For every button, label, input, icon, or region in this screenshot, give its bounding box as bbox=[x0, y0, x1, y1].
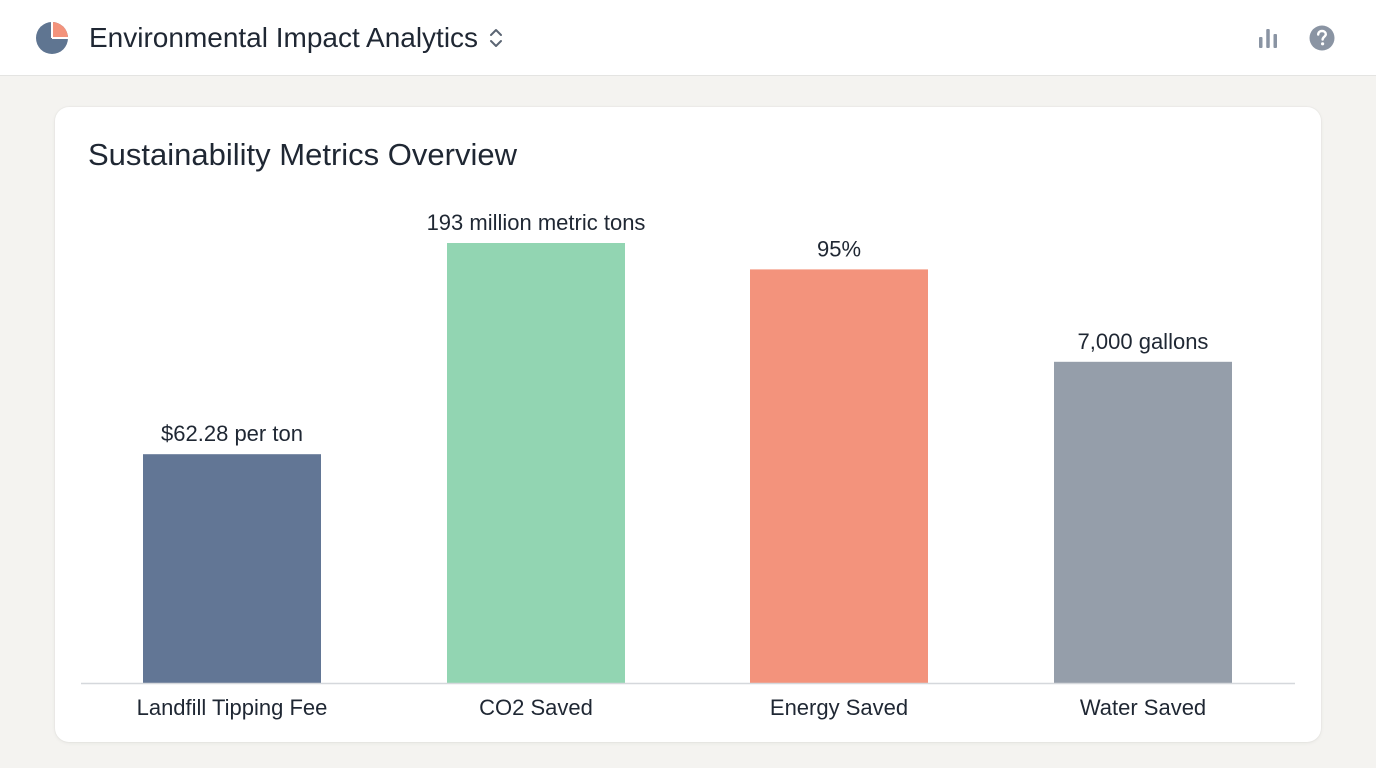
chevron-up-down-icon[interactable] bbox=[484, 24, 508, 52]
category-label: CO2 Saved bbox=[479, 695, 593, 720]
bar-landfill-tipping-fee bbox=[143, 454, 321, 683]
metrics-card: Sustainability Metrics Overview $62.28 p… bbox=[55, 107, 1321, 742]
bar-value-label: 7,000 gallons bbox=[1078, 329, 1209, 354]
category-label: Landfill Tipping Fee bbox=[137, 695, 328, 720]
help-circle-icon[interactable] bbox=[1307, 23, 1337, 53]
bar-value-label: 193 million metric tons bbox=[427, 210, 646, 235]
bar-value-label: 95% bbox=[817, 236, 861, 261]
card-title: Sustainability Metrics Overview bbox=[88, 137, 517, 172]
bar-chart: $62.28 per ton Landfill Tipping Fee 193 mi… bbox=[81, 210, 1295, 720]
bar-co2-saved bbox=[447, 243, 625, 683]
bar-energy-saved bbox=[750, 269, 928, 683]
app-title: Environmental Impact Analytics bbox=[89, 22, 479, 53]
bar-water-saved bbox=[1054, 361, 1232, 683]
category-label: Energy Saved bbox=[770, 695, 908, 720]
pie-chart-icon bbox=[36, 22, 68, 54]
bar-chart-icon[interactable] bbox=[1253, 23, 1283, 53]
category-label: Water Saved bbox=[1080, 695, 1206, 720]
bar-value-label: $62.28 per ton bbox=[161, 421, 303, 446]
top-bar: Environmental Impact Analytics bbox=[0, 0, 1376, 76]
